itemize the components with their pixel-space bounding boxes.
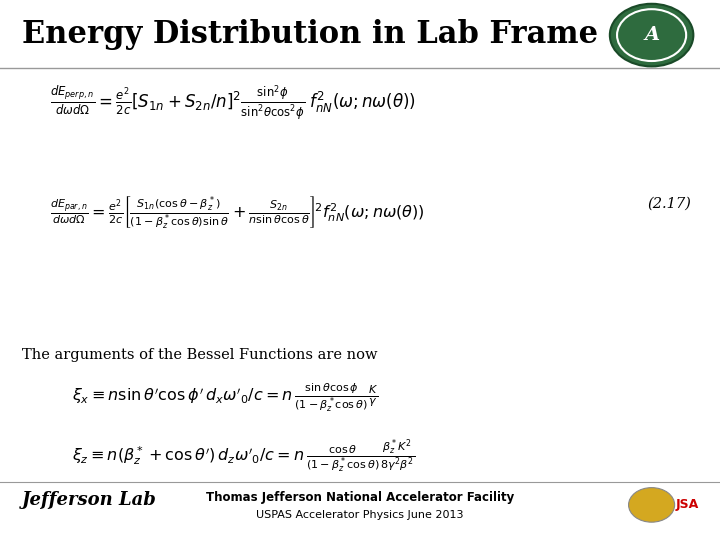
Text: Thomas Jefferson National Accelerator Facility: Thomas Jefferson National Accelerator Fa…	[206, 491, 514, 504]
Text: Energy Distribution in Lab Frame: Energy Distribution in Lab Frame	[22, 19, 598, 50]
Text: JSA: JSA	[676, 498, 699, 511]
Text: $\frac{dE_{par,n}}{d\omega d\Omega} = \frac{e^2}{2c}\left[\frac{S_{1n}(\cos\thet: $\frac{dE_{par,n}}{d\omega d\Omega} = \f…	[50, 194, 425, 232]
Text: (2.17): (2.17)	[647, 197, 691, 211]
Text: A: A	[644, 26, 660, 44]
Text: $\frac{dE_{perp,n}}{d\omega d\Omega} = \frac{e^2}{2c}\left[S_{1n} + S_{2n}/n\rig: $\frac{dE_{perp,n}}{d\omega d\Omega} = \…	[50, 84, 416, 123]
Text: Jefferson Lab: Jefferson Lab	[22, 491, 156, 509]
Circle shape	[610, 4, 693, 66]
Text: USPAS Accelerator Physics June 2013: USPAS Accelerator Physics June 2013	[256, 510, 464, 521]
Text: The arguments of the Bessel Functions are now: The arguments of the Bessel Functions ar…	[22, 348, 377, 362]
Text: $\xi_x \equiv n\sin\theta'\cos\phi'\, d_x\omega'_0/c = n\,\frac{\sin\theta\cos\p: $\xi_x \equiv n\sin\theta'\cos\phi'\, d_…	[72, 381, 379, 414]
Circle shape	[629, 488, 675, 522]
Text: $\xi_z \equiv n(\beta^*_z + \cos\theta')\,d_z\omega'_0/c = n\,\frac{\cos\theta}{: $\xi_z \equiv n(\beta^*_z + \cos\theta')…	[72, 437, 415, 476]
